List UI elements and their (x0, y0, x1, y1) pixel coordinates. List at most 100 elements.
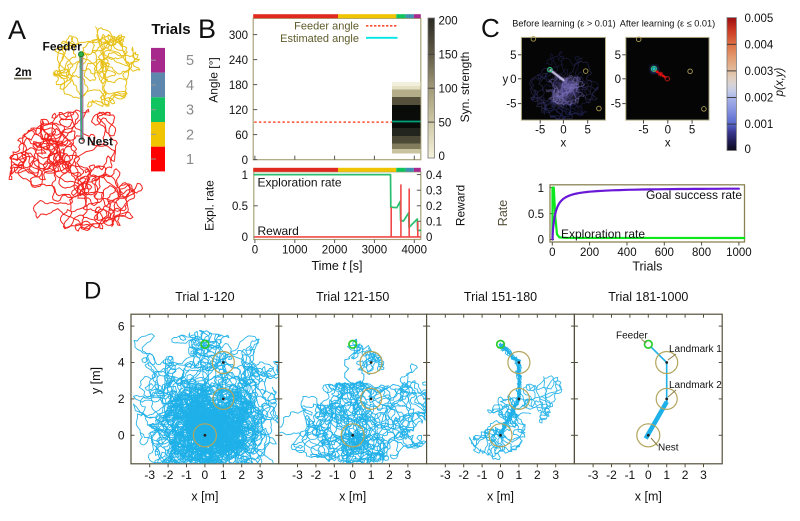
svg-text:Feeder: Feeder (43, 40, 83, 54)
svg-text:3: 3 (700, 468, 707, 482)
svg-text:A: A (8, 15, 26, 45)
svg-text:150: 150 (439, 50, 458, 62)
svg-text:5: 5 (584, 125, 590, 137)
svg-text:1: 1 (220, 468, 227, 482)
svg-text:0.1: 0.1 (426, 217, 442, 229)
svg-text:0.003: 0.003 (745, 66, 774, 78)
svg-text:-1: -1 (477, 468, 488, 482)
svg-text:-1: -1 (181, 468, 192, 482)
svg-text:5: 5 (510, 50, 516, 62)
svg-text:0: 0 (242, 232, 248, 244)
svg-text:Nest: Nest (658, 443, 679, 454)
svg-text:0: 0 (745, 144, 751, 156)
svg-text:0: 0 (242, 155, 248, 167)
svg-text:6: 6 (118, 319, 125, 333)
svg-text:Goal success rate: Goal success rate (646, 188, 742, 202)
svg-text:1000: 1000 (282, 245, 308, 257)
svg-text:1: 1 (186, 152, 194, 168)
svg-text:2: 2 (186, 127, 194, 143)
svg-text:Trial 151-180: Trial 151-180 (464, 290, 537, 304)
svg-text:Estimated angle: Estimated angle (280, 33, 359, 45)
svg-text:x [m]: x [m] (339, 490, 366, 504)
svg-text:Before learning (ε > 0.01): Before learning (ε > 0.01) (512, 19, 615, 29)
svg-text:5: 5 (615, 50, 621, 62)
svg-text:60: 60 (235, 130, 248, 142)
svg-text:-2: -2 (163, 468, 174, 482)
svg-text:240: 240 (229, 55, 248, 67)
svg-text:-5: -5 (506, 99, 516, 111)
svg-text:600: 600 (655, 247, 674, 259)
svg-text:0: 0 (202, 468, 209, 482)
svg-text:x [m]: x [m] (487, 490, 514, 504)
svg-text:Exploration rate: Exploration rate (258, 176, 342, 190)
svg-text:1: 1 (368, 468, 375, 482)
svg-text:Exploration rate: Exploration rate (561, 227, 645, 241)
svg-text:-2: -2 (606, 468, 617, 482)
svg-text:0: 0 (118, 429, 125, 443)
svg-text:0.2: 0.2 (426, 201, 442, 213)
svg-text:Landmark 2: Landmark 2 (669, 380, 722, 391)
svg-text:x [m]: x [m] (191, 490, 218, 504)
svg-text:Trial 181-1000: Trial 181-1000 (608, 290, 688, 304)
svg-text:Trial 1-120: Trial 1-120 (175, 290, 234, 304)
svg-text:Angle [°]: Angle [°] (207, 57, 221, 103)
svg-text:-2: -2 (311, 468, 322, 482)
svg-text:3: 3 (405, 468, 412, 482)
svg-text:0: 0 (645, 468, 652, 482)
svg-text:1: 1 (538, 183, 544, 195)
svg-text:0: 0 (439, 151, 445, 163)
svg-text:Trial 121-150: Trial 121-150 (316, 290, 389, 304)
svg-text:0: 0 (426, 232, 432, 244)
svg-text:-5: -5 (638, 125, 648, 137)
svg-text:y [m]: y [m] (89, 367, 103, 394)
svg-text:-5: -5 (535, 125, 545, 137)
svg-text:0.005: 0.005 (745, 13, 774, 25)
svg-text:2: 2 (386, 468, 393, 482)
svg-text:Feeder: Feeder (616, 331, 648, 342)
svg-text:0: 0 (615, 74, 621, 86)
svg-text:D: D (84, 278, 101, 305)
svg-text:1000: 1000 (726, 247, 752, 259)
svg-text:4: 4 (186, 78, 194, 94)
svg-text:Trials: Trials (151, 21, 190, 38)
svg-text:Feeder angle: Feeder angle (294, 21, 359, 33)
svg-text:2: 2 (682, 468, 689, 482)
svg-text:Time t [s]: Time t [s] (312, 259, 363, 273)
svg-text:3: 3 (186, 103, 194, 119)
svg-text:4: 4 (118, 356, 125, 370)
svg-text:Expl. rate: Expl. rate (203, 180, 217, 231)
svg-text:-3: -3 (292, 468, 303, 482)
svg-text:180: 180 (229, 80, 248, 92)
svg-text:100: 100 (439, 83, 458, 95)
svg-text:0: 0 (560, 125, 566, 137)
svg-text:3000: 3000 (362, 245, 388, 257)
svg-text:Nest: Nest (87, 135, 113, 149)
svg-text:5: 5 (689, 125, 695, 137)
svg-text:0.004: 0.004 (745, 39, 774, 51)
svg-text:Reward: Reward (258, 224, 299, 238)
svg-text:0.001: 0.001 (745, 119, 774, 131)
svg-text:B: B (198, 14, 216, 44)
svg-text:0: 0 (349, 468, 356, 482)
svg-text:-3: -3 (440, 468, 451, 482)
svg-text:2m: 2m (15, 67, 32, 79)
svg-text:C: C (481, 13, 500, 43)
svg-text:1: 1 (516, 468, 523, 482)
svg-text:-3: -3 (144, 468, 155, 482)
svg-text:Rate: Rate (496, 200, 510, 226)
svg-text:4000: 4000 (402, 245, 428, 257)
svg-text:Trials: Trials (632, 260, 662, 274)
svg-text:p(x,y): p(x,y) (774, 67, 786, 97)
svg-text:Reward: Reward (454, 185, 468, 226)
svg-text:200: 200 (439, 16, 458, 28)
svg-text:50: 50 (439, 117, 452, 129)
svg-text:x: x (665, 138, 671, 150)
svg-text:x [m]: x [m] (635, 490, 662, 504)
svg-text:0: 0 (252, 245, 258, 257)
svg-text:3: 3 (552, 468, 559, 482)
svg-text:300: 300 (229, 30, 248, 42)
svg-text:0: 0 (497, 468, 504, 482)
svg-text:200: 200 (580, 247, 599, 259)
svg-text:y: y (503, 74, 509, 86)
svg-text:x: x (561, 138, 567, 150)
